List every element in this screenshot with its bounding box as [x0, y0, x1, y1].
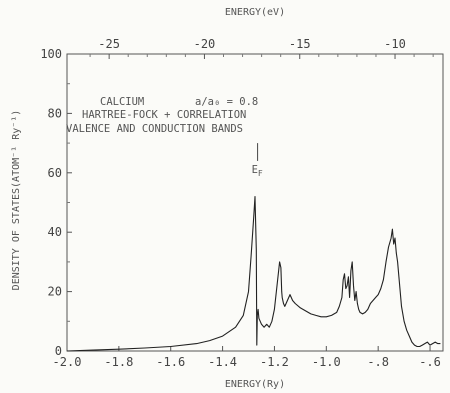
bottom-tick-label: -1.8: [104, 355, 133, 369]
bottom-tick-label: -1.4: [208, 355, 237, 369]
fermi-level-label: EF: [252, 164, 263, 178]
y-tick-label: 20: [48, 285, 62, 299]
bottom-tick-label: -1.6: [156, 355, 185, 369]
dos-series-line: [66, 196, 441, 352]
top-axis-label: ENERGY(eV): [225, 7, 285, 18]
y-tick-label: 60: [48, 166, 62, 180]
top-tick-label: -20: [194, 37, 216, 51]
bottom-tick-label: -.6: [419, 355, 441, 369]
y-tick-label: 40: [48, 225, 62, 239]
y-tick-label: 100: [40, 47, 62, 61]
bottom-tick-label: -.8: [367, 355, 389, 369]
annotation-bands: VALENCE AND CONDUCTION BANDS: [66, 123, 243, 135]
annotation-ratio: a/a₀ = 0.8: [195, 96, 258, 108]
y-axis-ticks: 0 20 40 60 80 100: [40, 47, 72, 358]
bottom-tick-label: -1.0: [312, 355, 341, 369]
y-tick-label: 0: [55, 344, 62, 358]
bottom-axis-label: ENERGY(Ry): [225, 379, 285, 390]
top-tick-label: -25: [98, 37, 120, 51]
top-tick-label: -10: [384, 37, 406, 51]
top-axis-ticks: -25 -20 -15 -10: [89, 37, 434, 59]
bottom-axis-ticks: -2.0 -1.8 -1.6 -1.4 -1.2 -1.0 -.8 -.6: [53, 346, 441, 369]
y-tick-label: 80: [48, 106, 62, 120]
bottom-tick-label: -2.0: [53, 355, 82, 369]
bottom-tick-label: -1.2: [260, 355, 289, 369]
annotation-element: CALCIUM: [100, 96, 144, 108]
top-tick-label: -15: [289, 37, 311, 51]
y-axis-label: DENSITY OF STATES(ATOM⁻¹ Ry⁻¹): [11, 110, 22, 291]
annotation-method: HARTREE-FOCK + CORRELATION: [82, 109, 246, 121]
